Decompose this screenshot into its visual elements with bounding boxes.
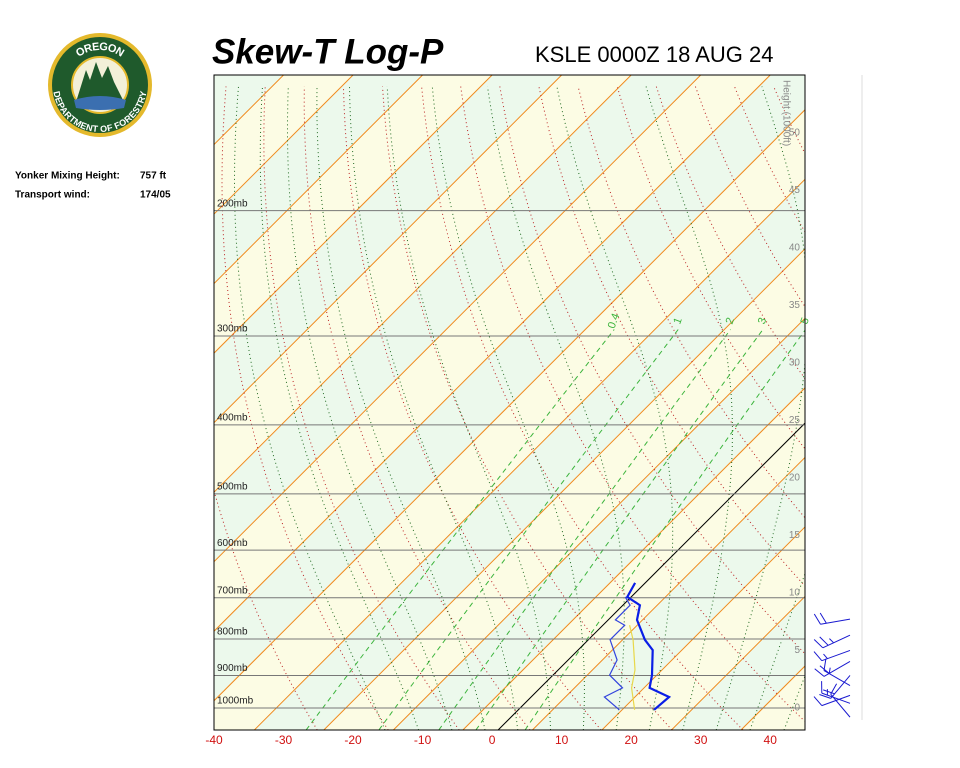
sounding-line <box>603 596 631 711</box>
temperature-label: -20 <box>344 733 362 747</box>
dry-adiabat <box>891 87 960 731</box>
height-axis-title: Height (1000ft) <box>780 80 791 146</box>
logo-top-path: OREGON <box>74 41 126 60</box>
mixing-ratio-label: 2 <box>724 316 737 326</box>
height-label: 30 <box>789 358 801 369</box>
isotherm <box>214 75 563 424</box>
pressure-label: 900mb <box>217 663 248 674</box>
dry-adiabat <box>852 87 960 731</box>
isotherm <box>532 456 805 730</box>
wind-barb <box>813 634 851 649</box>
temperature-label: -10 <box>414 733 432 747</box>
logo-water <box>74 96 126 110</box>
mixing-ratio-line <box>438 329 731 730</box>
chart-subtitle: KSLE 0000Z 18 AUG 24 <box>535 42 774 67</box>
temperature-label: 20 <box>624 733 638 747</box>
dry-adiabat <box>382 86 673 730</box>
info-value: 174/05 <box>140 190 171 201</box>
zero-isotherm <box>497 422 805 730</box>
wind-barb <box>813 694 851 707</box>
dry-adiabat <box>616 86 805 450</box>
mixing-ratio-label: 3 <box>756 316 769 326</box>
pressure-label: 200mb <box>217 198 248 209</box>
pressure-label: 400mb <box>217 413 248 424</box>
pressure-label: 300mb <box>217 324 248 335</box>
sounding-line <box>629 625 636 710</box>
temperature-label: 0 <box>489 733 496 747</box>
moist-adiabat <box>259 86 420 730</box>
height-label: 5 <box>794 645 800 656</box>
isotherm <box>214 75 423 285</box>
isotherm <box>214 109 805 702</box>
mixing-ratio-line <box>475 329 764 730</box>
mixing-ratio-label: 0.4 <box>606 312 623 330</box>
isotherm <box>323 248 805 730</box>
mixing-ratio-line <box>378 329 679 730</box>
info-value: 757 ft <box>140 171 167 182</box>
height-label: 15 <box>789 530 801 541</box>
dry-adiabat <box>930 87 960 731</box>
info-label: Transport wind: <box>15 190 90 201</box>
dry-adiabat <box>303 86 531 730</box>
wind-barb <box>813 649 851 662</box>
isotherm-band <box>214 75 805 701</box>
dry-adiabat <box>214 488 318 730</box>
wind-barb <box>814 660 851 677</box>
isotherm <box>671 595 805 730</box>
moist-adiabat <box>783 674 805 730</box>
pressure-label: 800mb <box>217 627 248 638</box>
height-label: 0 <box>794 703 800 714</box>
temperature-label: 40 <box>764 733 778 747</box>
temperature-label: -30 <box>275 733 293 747</box>
moist-adiabat <box>431 86 585 730</box>
logo-trees <box>76 62 124 102</box>
mixing-ratio-line <box>524 329 805 730</box>
wind-barb <box>821 681 851 704</box>
height-label: 45 <box>789 185 801 196</box>
wind-barb <box>819 675 851 699</box>
moist-adiabat <box>316 86 486 730</box>
isotherm <box>811 75 960 730</box>
dry-adiabat <box>221 86 389 730</box>
height-label: 50 <box>789 128 801 139</box>
isotherm <box>214 75 493 354</box>
temperature-label: 10 <box>555 733 569 747</box>
isotherm-band <box>811 75 960 730</box>
wind-barb <box>813 612 851 625</box>
isotherm <box>601 526 805 730</box>
isotherm <box>392 317 805 730</box>
height-label: 35 <box>789 300 801 311</box>
isotherm <box>462 387 805 730</box>
wind-barb <box>830 683 851 718</box>
height-label: 20 <box>789 473 801 484</box>
dry-adiabat <box>421 86 744 730</box>
isotherm <box>214 75 702 563</box>
plot-frame <box>213 74 806 731</box>
sounding-line <box>625 582 672 711</box>
logo-top: OREGON <box>74 41 126 60</box>
isotherm <box>214 75 354 215</box>
pressure-label: 500mb <box>217 481 248 492</box>
chart-title: Skew-T Log-P <box>212 32 444 71</box>
mixing-ratio-label: 1 <box>671 316 684 326</box>
logo: OREGON DEPARTMENT OF FORESTRY <box>48 33 152 137</box>
isotherm <box>214 75 771 632</box>
height-label: 10 <box>789 588 801 599</box>
plot-foreground: 0.4 1 2 3 5200mb300mb400mb500mb600mb700mb800… <box>205 80 812 747</box>
isotherm <box>253 178 805 730</box>
temperature-label: -40 <box>205 733 223 747</box>
pressure-label: 700mb <box>217 585 248 596</box>
mixing-ratio-line <box>305 329 615 730</box>
pressure-label: 600mb <box>217 538 248 549</box>
temperature-label: 30 <box>694 733 708 747</box>
info-label: Yonker Mixing Height: <box>15 171 120 182</box>
height-label: 40 <box>789 243 801 254</box>
height-label: 25 <box>789 415 801 426</box>
dry-adiabat <box>813 87 960 731</box>
isotherm-band <box>214 109 805 730</box>
pressure-label: 1000mb <box>217 696 254 707</box>
dry-adiabat <box>460 86 805 723</box>
